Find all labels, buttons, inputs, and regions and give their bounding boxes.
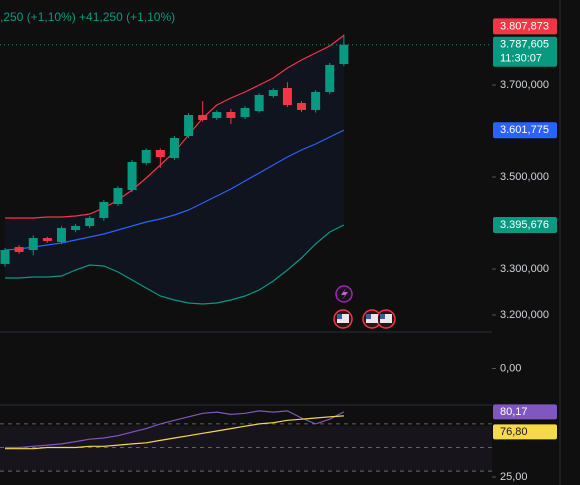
candle-body — [169, 137, 179, 159]
candle-body — [226, 112, 236, 118]
y-tick-label: 3.700,000 — [500, 79, 549, 91]
candle-body — [127, 162, 137, 191]
overlay-label — [493, 18, 557, 35]
overlay-label-text: 3.807,873 — [500, 20, 549, 32]
indicator-label-text: 76,80 — [500, 426, 528, 438]
flag — [380, 314, 392, 323]
rsi-band — [0, 426, 492, 470]
y-tick-label: 0,00 — [500, 362, 521, 374]
indicator-label-text: 80,17 — [500, 406, 528, 418]
overlay-label-text: 3.395,676 — [500, 219, 549, 231]
candle-body — [198, 114, 208, 121]
indicator-label — [493, 424, 557, 440]
candle-body — [71, 225, 81, 230]
indicator-label — [493, 404, 557, 420]
candle-body — [254, 94, 264, 111]
lightning — [341, 288, 348, 300]
y-tick-label: 3.300,000 — [500, 263, 549, 275]
candle-body — [212, 112, 222, 118]
candle-body — [28, 237, 38, 251]
candle-body — [297, 102, 307, 110]
last-price-box — [493, 36, 557, 67]
overlay-label — [493, 216, 557, 233]
candle-body — [339, 44, 349, 64]
overlay-label — [493, 122, 557, 139]
flag — [380, 314, 385, 319]
candle-body — [0, 250, 10, 264]
candle-body — [311, 91, 321, 110]
indicator-line — [5, 415, 344, 450]
candle-body — [14, 247, 24, 252]
candle-body — [282, 87, 292, 106]
candle-body — [268, 90, 278, 96]
legend-text: ,250 (+1,10%) +41,250 (+1,10%) — [0, 10, 175, 24]
indicator-line — [5, 410, 345, 449]
event-icons[interactable] — [333, 285, 396, 329]
last-price-text: 3.787,605 — [500, 39, 549, 51]
y-tick-label: 25,00 — [500, 471, 528, 483]
candle-body — [113, 187, 123, 205]
candle-body — [141, 150, 151, 164]
y-tick-label: 3.500,000 — [500, 171, 549, 183]
overlay-label-text: 3.601,775 — [500, 124, 549, 136]
candle-body — [155, 150, 165, 157]
candle-body — [85, 217, 95, 226]
candle-body — [240, 108, 250, 118]
y-tick-label: 3.200,000 — [500, 309, 549, 321]
flag — [366, 314, 378, 323]
band-line — [5, 224, 345, 305]
flag — [337, 314, 349, 323]
candle-body — [325, 64, 335, 92]
candle-body — [42, 237, 52, 241]
candle-body — [99, 201, 109, 218]
candle-body — [184, 114, 194, 137]
countdown-text: 11:30:07 — [500, 53, 542, 65]
flag — [366, 314, 371, 319]
candle-body — [56, 228, 66, 242]
flag — [337, 314, 342, 319]
